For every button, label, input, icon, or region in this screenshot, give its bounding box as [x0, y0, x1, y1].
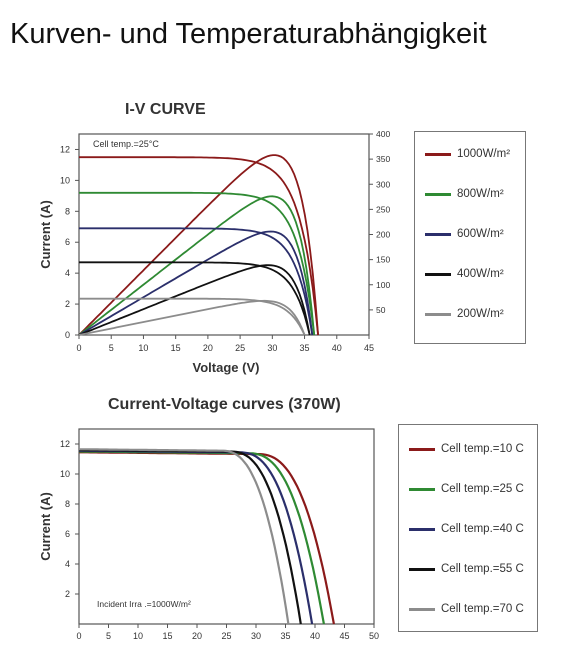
page-title: Kurven- und Temperaturabhängigkeit — [10, 18, 487, 50]
iv-current-curve-1 — [79, 191, 316, 336]
iv-x-tick-label: 35 — [300, 343, 310, 353]
iv-y2-tick-label: 200 — [376, 230, 390, 240]
temp-x-tick-label: 30 — [251, 631, 261, 641]
temp-y-tick-label: 2 — [65, 589, 70, 599]
legend-cell-temperature-item-0: Cell temp.=10 C — [399, 441, 524, 457]
legend-cell-temperature-swatch — [409, 567, 435, 571]
legend-cell-temperature-swatch — [409, 527, 435, 531]
legend-cell-temperature-item-2: Cell temp.=40 C — [399, 521, 524, 537]
temp-x-tick-label: 45 — [339, 631, 349, 641]
iv-y-tick-label: 10 — [60, 175, 70, 185]
legend-irradiance-label: 600W/m² — [457, 228, 504, 240]
iv-power-curve-4 — [78, 299, 306, 336]
temp-y-tick-label: 10 — [60, 469, 70, 479]
iv-y2-tick-label: 50 — [376, 305, 386, 315]
iv-current-curve-4 — [79, 297, 306, 336]
legend-irradiance-item-1: 800W/m² — [415, 186, 504, 202]
temp-x-tick-label: 35 — [280, 631, 290, 641]
iv-x-tick-label: 10 — [138, 343, 148, 353]
iv-x-tick-label: 45 — [364, 343, 374, 353]
legend-irradiance-swatch — [425, 272, 451, 276]
legend-irradiance-item-0: 1000W/m² — [415, 146, 510, 162]
legend-cell-temperature-label: Cell temp.=25 C — [441, 483, 524, 495]
legend-cell-temperature-label: Cell temp.=55 C — [441, 563, 524, 575]
iv-y-tick-label: 6 — [65, 237, 70, 247]
iv-y2-tick-label: 150 — [376, 255, 390, 265]
temp-x-tick-label: 10 — [133, 631, 143, 641]
legend-cell-temperature-swatch — [409, 607, 435, 611]
temp-x-tick-label: 5 — [106, 631, 111, 641]
iv-power-curve-3 — [78, 264, 311, 336]
legend-cell-temperature-item-4: Cell temp.=70 C — [399, 601, 524, 617]
iv-y2-tick-label: 100 — [376, 280, 390, 290]
iv-y2-tick-label: 300 — [376, 179, 390, 189]
legend-irradiance-item-2: 600W/m² — [415, 226, 504, 242]
legend-irradiance-swatch — [425, 192, 451, 196]
legend-cell-temperature-swatch — [409, 447, 435, 451]
temp-x-tick-label: 15 — [162, 631, 172, 641]
temp-annotation: Incident Irra .=1000W/m² — [97, 599, 191, 609]
temp-x-tick-label: 20 — [192, 631, 202, 641]
legend-irradiance-item-3: 400W/m² — [415, 266, 504, 282]
iv-y-tick-label: 4 — [65, 268, 70, 278]
iv-x-axis-label: Voltage (V) — [193, 360, 260, 375]
temp-y-tick-label: 8 — [65, 499, 70, 509]
iv-annotation: Cell temp.=25°C — [93, 139, 159, 149]
iv-y-tick-label: 2 — [65, 299, 70, 309]
legend-irradiance-swatch — [425, 152, 451, 156]
iv-current-curve-3 — [79, 261, 311, 336]
iv-power-curve-2 — [78, 230, 314, 336]
legend-irradiance-label: 800W/m² — [457, 188, 504, 200]
iv-y2-tick-label: 250 — [376, 204, 390, 214]
iv-current-curve-2 — [79, 227, 314, 336]
iv-x-tick-label: 30 — [267, 343, 277, 353]
iv-y2-tick-label: 400 — [376, 129, 390, 139]
legend-irradiance: 1000W/m² 800W/m² 600W/m² 400W/m² 200W/m² — [414, 131, 526, 344]
temp-x-tick-label: 50 — [369, 631, 379, 641]
legend-cell-temperature-label: Cell temp.=70 C — [441, 603, 524, 615]
iv-x-tick-label: 15 — [171, 343, 181, 353]
legend-irradiance-item-4: 200W/m² — [415, 306, 504, 322]
iv-plot-area — [78, 133, 370, 336]
legend-cell-temperature-swatch — [409, 487, 435, 491]
temp-y-tick-label: 6 — [65, 529, 70, 539]
temp-x-tick-label: 40 — [310, 631, 320, 641]
chart-title-temperature-curves: Current-Voltage curves (370W) — [108, 396, 341, 413]
temp-x-tick-label: 25 — [221, 631, 231, 641]
temp-y-tick-label: 4 — [65, 559, 70, 569]
legend-irradiance-swatch — [425, 312, 451, 316]
iv-power-curve-1 — [78, 195, 316, 336]
legend-cell-temperature-label: Cell temp.=10 C — [441, 443, 524, 455]
legend-irradiance-label: 200W/m² — [457, 308, 504, 320]
iv-x-tick-label: 0 — [76, 343, 81, 353]
temp-y-tick-label: 12 — [60, 439, 70, 449]
legend-irradiance-label: 400W/m² — [457, 268, 504, 280]
legend-cell-temperature-item-3: Cell temp.=55 C — [399, 561, 524, 577]
iv-y-tick-label: 12 — [60, 144, 70, 154]
legend-cell-temperature-label: Cell temp.=40 C — [441, 523, 524, 535]
chart-title-iv-curve: I-V CURVE — [125, 101, 206, 118]
legend-cell-temperature: Cell temp.=10 C Cell temp.=25 C Cell temp.… — [398, 424, 538, 632]
iv-y-axis-label: Current (A) — [38, 200, 53, 269]
temp-plot-area — [78, 428, 375, 625]
iv-current-curve-0 — [79, 156, 319, 336]
iv-y2-tick-label: 350 — [376, 154, 390, 164]
iv-y-tick-label: 0 — [65, 330, 70, 340]
iv-x-tick-label: 20 — [203, 343, 213, 353]
iv-x-tick-label: 5 — [109, 343, 114, 353]
temp-y-axis-label: Current (A) — [38, 492, 53, 561]
legend-cell-temperature-item-1: Cell temp.=25 C — [399, 481, 524, 497]
legend-irradiance-label: 1000W/m² — [457, 148, 511, 160]
legend-irradiance-swatch — [425, 232, 451, 236]
iv-y-tick-label: 8 — [65, 206, 70, 216]
temp-curve-4 — [79, 448, 290, 625]
iv-x-tick-label: 25 — [235, 343, 245, 353]
temp-x-tick-label: 0 — [76, 631, 81, 641]
iv-power-curve-0 — [78, 154, 319, 336]
iv-x-tick-label: 40 — [332, 343, 342, 353]
